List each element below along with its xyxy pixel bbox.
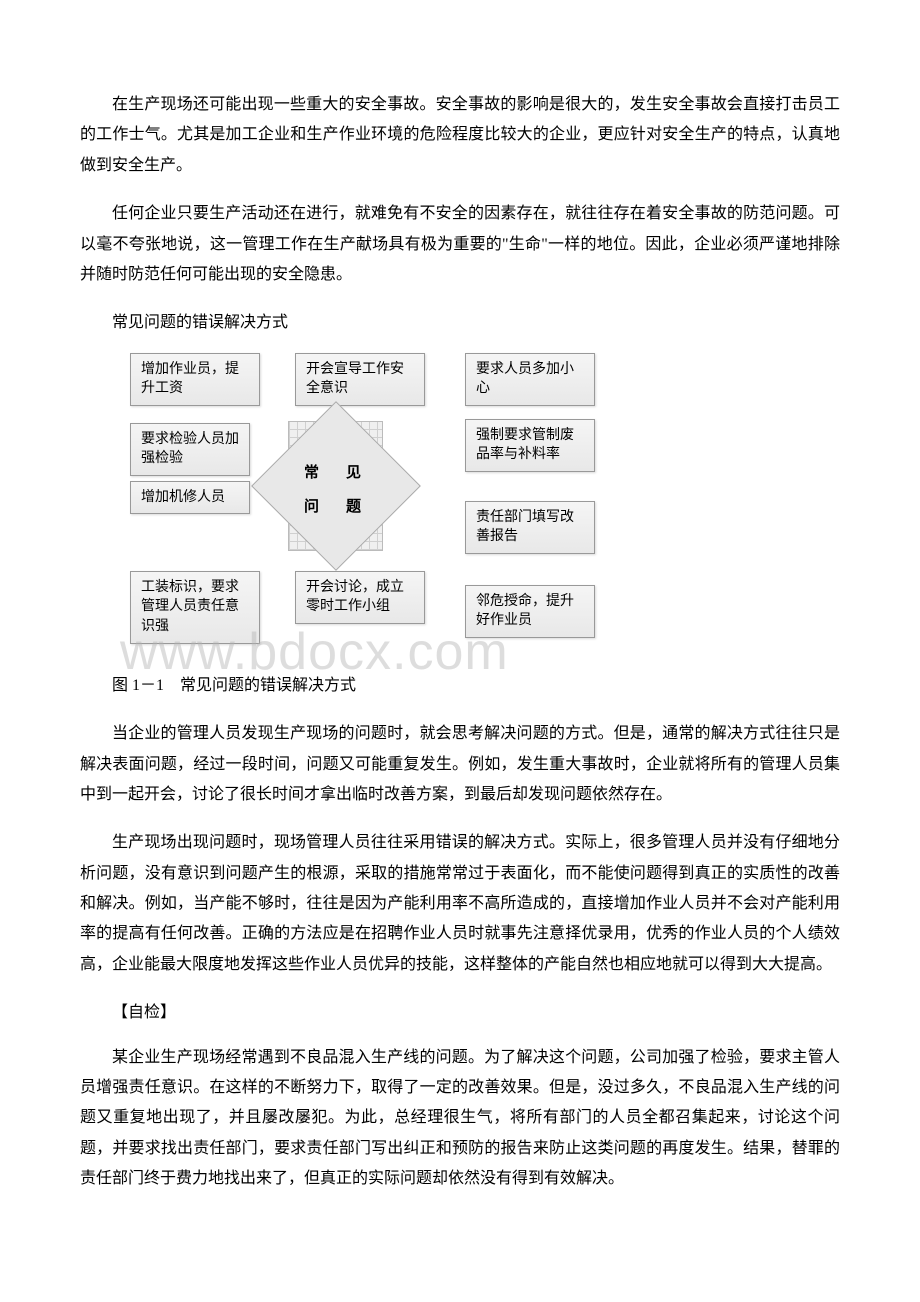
paragraph-selfcheck-case: 某企业生产现场经常遇到不良品混入生产线的问题。为了解决这个问题，公司加强了检验，… [80,1043,840,1195]
diagram-box-mid-right-1: 强制要求管制废品率与补料率 [465,419,595,472]
paragraph-safety-prevention: 任何企业只要生产活动还在进行，就难免有不安全的因素存在，就往往存在着安全事故的防… [80,199,840,290]
diagram-center-text-2: 问 题 [288,493,383,522]
figure-caption: 图 1－1 常见问题的错误解决方式 [80,671,840,701]
paragraph-safety-accident: 在生产现场还可能出现一些重大的安全事故。安全事故的影响是很大的，发生安全事故会直… [80,90,840,181]
diagram-box-top-left: 增加作业员，提升工资 [130,353,260,406]
diagram-box-mid-left-2: 增加机修人员 [130,481,250,515]
diagram-box-bot-mid: 开会讨论，成立零时工作小组 [295,571,425,624]
paragraph-surface-solutions: 当企业的管理人员发现生产现场的问题时，就会思考解决问题的方式。但是，通常的解决方… [80,719,840,810]
diagram-common-problems: 增加作业员，提升工资 开会宣导工作安全意识 要求人员多加小心 要求检验人员加强检… [130,353,670,663]
diagram-box-mid-left-1: 要求检验人员加强检验 [130,423,250,476]
heading-mistakes: 常见问题的错误解决方式 [80,308,840,338]
diagram-box-top-right: 要求人员多加小心 [465,353,595,406]
diagram-box-top-mid: 开会宣导工作安全意识 [295,353,425,406]
diagram-box-bot-left: 工装标识，要求管理人员责任意识强 [130,571,260,644]
paragraph-wrong-methods: 生产现场出现问题时，现场管理人员往往采用错误的解决方式。实际上，很多管理人员并没… [80,828,840,980]
heading-selfcheck: 【自检】 [80,998,840,1028]
diagram-center: 常 见 问 题 [288,421,383,551]
diagram-center-text-1: 常 见 [288,459,383,488]
diagram-box-bot-right: 邻危授命，提升好作业员 [465,585,595,638]
diagram-box-mid-right-2: 责任部门填写改善报告 [465,501,595,554]
